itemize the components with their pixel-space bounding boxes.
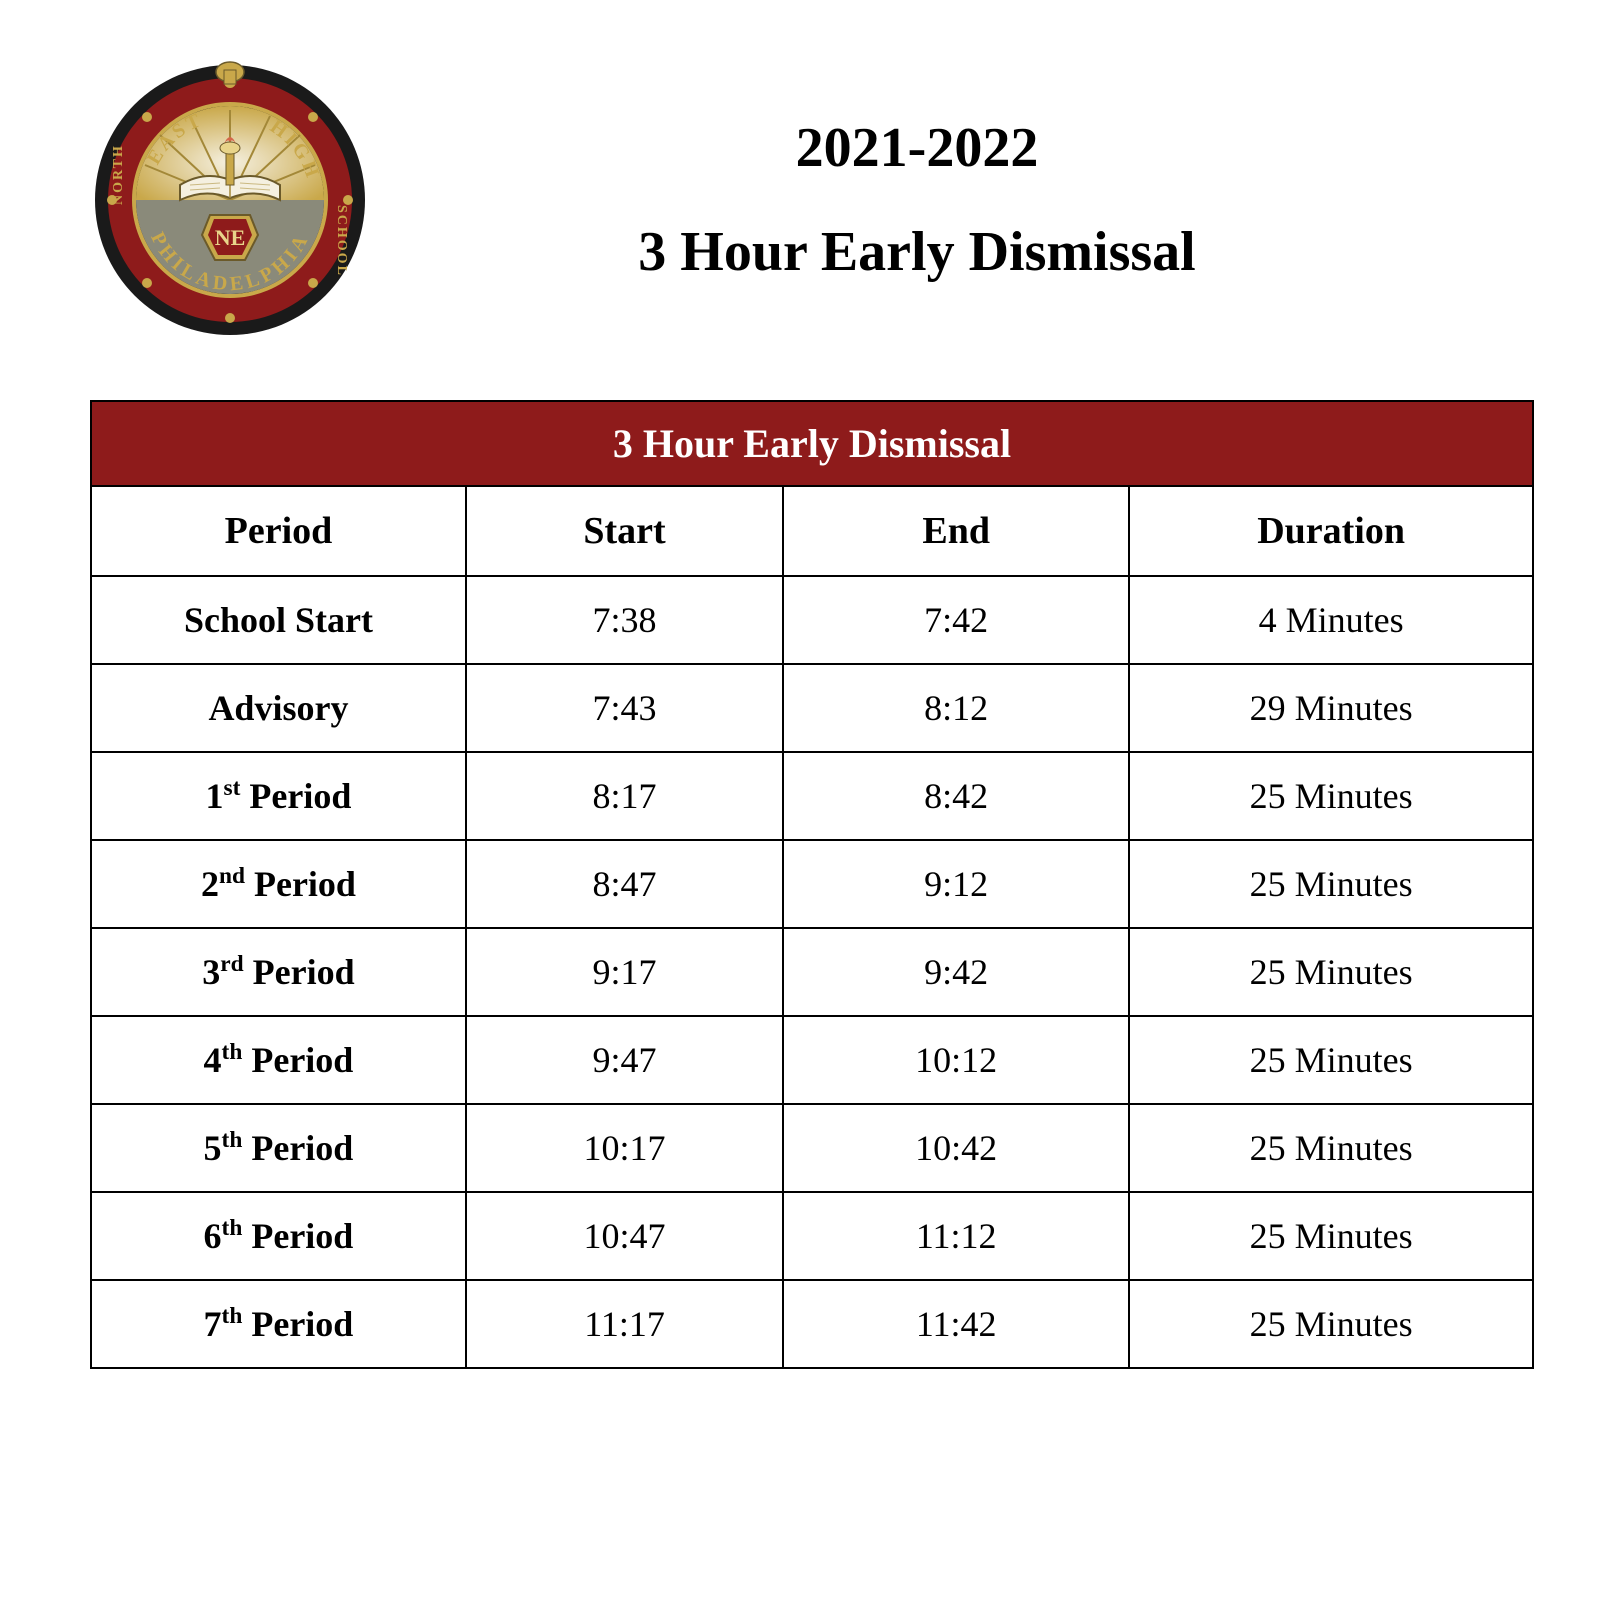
table-row: School Start7:387:424 Minutes — [91, 576, 1533, 664]
end-cell: 11:42 — [783, 1280, 1129, 1368]
end-cell: 10:42 — [783, 1104, 1129, 1192]
schedule-table: 3 Hour Early Dismissal Period Start End … — [90, 400, 1534, 1369]
period-cell: 7th Period — [91, 1280, 466, 1368]
duration-cell: 25 Minutes — [1129, 840, 1533, 928]
period-cell: 1st Period — [91, 752, 466, 840]
start-cell: 10:17 — [466, 1104, 783, 1192]
title-main: 3 Hour Early Dismissal — [410, 220, 1424, 284]
start-cell: 10:47 — [466, 1192, 783, 1280]
table-row: Advisory7:438:1229 Minutes — [91, 664, 1533, 752]
table-row: 2nd Period8:479:1225 Minutes — [91, 840, 1533, 928]
table-row: 1st Period8:178:4225 Minutes — [91, 752, 1533, 840]
col-start: Start — [466, 486, 783, 576]
period-cell: 2nd Period — [91, 840, 466, 928]
period-cell: Advisory — [91, 664, 466, 752]
table-row: 6th Period10:4711:1225 Minutes — [91, 1192, 1533, 1280]
start-cell: 8:47 — [466, 840, 783, 928]
duration-cell: 25 Minutes — [1129, 1104, 1533, 1192]
end-cell: 10:12 — [783, 1016, 1129, 1104]
table-row: 7th Period11:1711:4225 Minutes — [91, 1280, 1533, 1368]
duration-cell: 29 Minutes — [1129, 664, 1533, 752]
table-row: 5th Period10:1710:4225 Minutes — [91, 1104, 1533, 1192]
col-period: Period — [91, 486, 466, 576]
svg-text:SCHOOL: SCHOOL — [334, 205, 349, 277]
end-cell: 11:12 — [783, 1192, 1129, 1280]
end-cell: 8:12 — [783, 664, 1129, 752]
table-title: 3 Hour Early Dismissal — [91, 401, 1533, 486]
start-cell: 8:17 — [466, 752, 783, 840]
period-cell: 4th Period — [91, 1016, 466, 1104]
end-cell: 9:42 — [783, 928, 1129, 1016]
end-cell: 8:42 — [783, 752, 1129, 840]
title-year: 2021-2022 — [410, 116, 1424, 180]
start-cell: 9:47 — [466, 1016, 783, 1104]
table-row: 4th Period9:4710:1225 Minutes — [91, 1016, 1533, 1104]
duration-cell: 25 Minutes — [1129, 1016, 1533, 1104]
start-cell: 11:17 — [466, 1280, 783, 1368]
duration-cell: 25 Minutes — [1129, 1192, 1533, 1280]
start-cell: 9:17 — [466, 928, 783, 1016]
end-cell: 9:12 — [783, 840, 1129, 928]
period-cell: 6th Period — [91, 1192, 466, 1280]
duration-cell: 25 Minutes — [1129, 928, 1533, 1016]
duration-cell: 25 Minutes — [1129, 752, 1533, 840]
svg-text:NE: NE — [215, 225, 246, 250]
table-header-row: Period Start End Duration — [91, 486, 1533, 576]
school-logo: NE EAST HIGH PHILADELPHIA NORTH SCHOOL — [90, 60, 370, 340]
start-cell: 7:38 — [466, 576, 783, 664]
period-cell: School Start — [91, 576, 466, 664]
col-end: End — [783, 486, 1129, 576]
duration-cell: 25 Minutes — [1129, 1280, 1533, 1368]
start-cell: 7:43 — [466, 664, 783, 752]
document-header: NE EAST HIGH PHILADELPHIA NORTH SCHOOL 2… — [60, 60, 1564, 340]
col-duration: Duration — [1129, 486, 1533, 576]
schedule-table-container: 3 Hour Early Dismissal Period Start End … — [60, 400, 1564, 1369]
title-block: 2021-2022 3 Hour Early Dismissal — [410, 116, 1564, 284]
duration-cell: 4 Minutes — [1129, 576, 1533, 664]
table-row: 3rd Period9:179:4225 Minutes — [91, 928, 1533, 1016]
table-title-row: 3 Hour Early Dismissal — [91, 401, 1533, 486]
svg-text:NORTH: NORTH — [111, 144, 126, 205]
end-cell: 7:42 — [783, 576, 1129, 664]
period-cell: 3rd Period — [91, 928, 466, 1016]
period-cell: 5th Period — [91, 1104, 466, 1192]
